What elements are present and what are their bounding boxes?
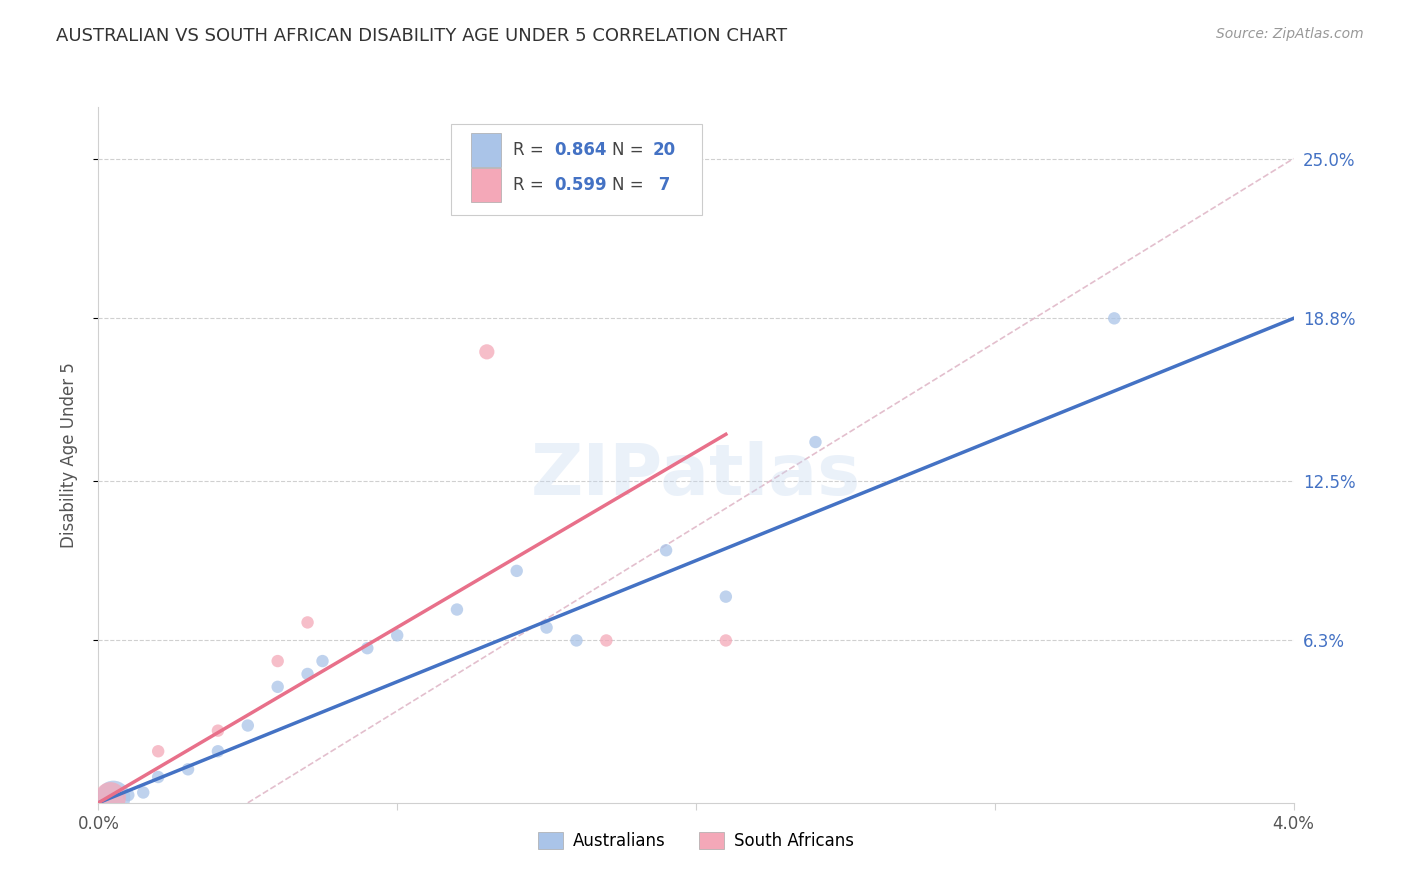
Point xyxy=(804,435,827,450)
Text: Source: ZipAtlas.com: Source: ZipAtlas.com xyxy=(1216,27,1364,41)
Text: 7: 7 xyxy=(652,176,671,194)
Point xyxy=(506,564,529,578)
Point xyxy=(565,633,588,648)
Point xyxy=(148,744,170,758)
FancyBboxPatch shape xyxy=(451,124,702,215)
Point xyxy=(267,680,290,694)
Point xyxy=(595,633,617,648)
Point xyxy=(714,633,737,648)
Point xyxy=(311,654,333,668)
Text: N =: N = xyxy=(613,141,650,159)
FancyBboxPatch shape xyxy=(471,169,501,202)
Point xyxy=(1104,311,1126,326)
Point xyxy=(207,744,229,758)
Text: AUSTRALIAN VS SOUTH AFRICAN DISABILITY AGE UNDER 5 CORRELATION CHART: AUSTRALIAN VS SOUTH AFRICAN DISABILITY A… xyxy=(56,27,787,45)
Point xyxy=(297,667,319,681)
Y-axis label: Disability Age Under 5: Disability Age Under 5 xyxy=(59,362,77,548)
Point xyxy=(98,790,122,805)
Point xyxy=(446,602,468,616)
Point xyxy=(148,770,170,784)
Point xyxy=(207,723,229,738)
Point xyxy=(236,718,259,732)
Point xyxy=(385,628,409,642)
Point xyxy=(356,641,378,656)
Point xyxy=(267,654,290,668)
Legend: Australians, South Africans: Australians, South Africans xyxy=(531,826,860,857)
Text: R =: R = xyxy=(513,141,550,159)
Text: 0.599: 0.599 xyxy=(554,176,606,194)
Point xyxy=(132,785,155,799)
Point xyxy=(103,790,125,805)
Text: N =: N = xyxy=(613,176,650,194)
Text: 20: 20 xyxy=(652,141,676,159)
Point xyxy=(655,543,678,558)
Point xyxy=(536,621,558,635)
Text: ZIPatlas: ZIPatlas xyxy=(531,442,860,510)
FancyBboxPatch shape xyxy=(471,134,501,167)
Point xyxy=(475,344,498,359)
Point xyxy=(117,788,139,802)
Point xyxy=(714,590,737,604)
Point xyxy=(177,762,200,776)
Text: R =: R = xyxy=(513,176,550,194)
Text: 0.864: 0.864 xyxy=(554,141,606,159)
Point xyxy=(297,615,319,630)
